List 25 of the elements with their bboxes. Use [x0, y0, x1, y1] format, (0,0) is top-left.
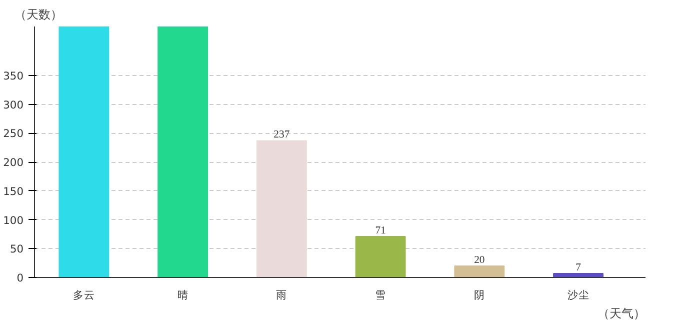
x-tick-label: 晴: [177, 288, 188, 302]
y-tick-label: 150: [3, 184, 24, 198]
data-label: 7: [576, 262, 582, 274]
bar: [158, 26, 208, 278]
x-tick-label: 阴: [474, 288, 485, 302]
y-tick-label: 200: [3, 156, 24, 170]
y-tick-label: 0: [16, 272, 24, 284]
bar: [355, 236, 406, 278]
x-tick-label: 沙尘: [567, 288, 590, 302]
bar: [256, 140, 307, 278]
y-axis-title: （天数）: [14, 8, 62, 22]
y-tick-label: 50: [10, 242, 24, 256]
x-axis-title: （天气）: [598, 306, 646, 320]
x-tick-label: 雨: [276, 288, 288, 302]
data-label: 71: [375, 226, 386, 237]
bar: [454, 265, 505, 278]
bar: [58, 26, 110, 278]
y-tick-label: 250: [3, 127, 24, 140]
y-tick-label: 300: [3, 98, 24, 112]
y-tick-label: 350: [3, 70, 24, 83]
data-label: 237: [274, 130, 290, 141]
y-tick-label: 100: [3, 214, 24, 227]
x-tick-label: 多云: [72, 288, 95, 302]
data-label: 20: [474, 254, 485, 266]
x-tick-label: 雪: [375, 288, 386, 302]
